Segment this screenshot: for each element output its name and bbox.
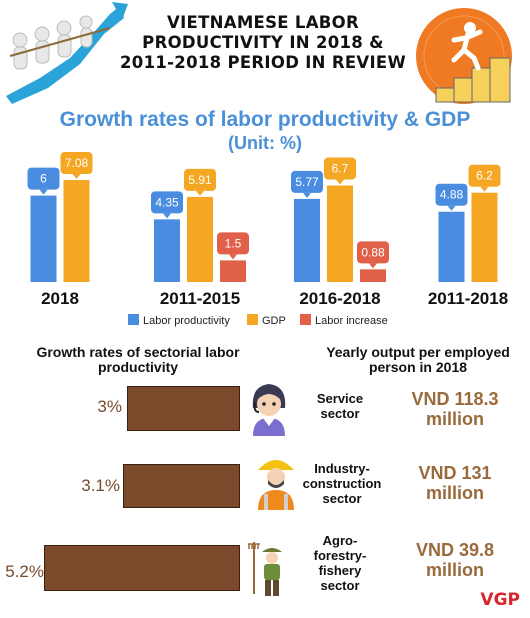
category-label-1: 2011-2015 — [160, 289, 240, 308]
service-worker-icon — [252, 384, 286, 436]
bar-labor-productivity-0 — [30, 195, 57, 282]
data-label-box-labor-productivity-1 — [151, 191, 183, 214]
data-label-gdp-1: 5.91 — [188, 173, 212, 187]
chart-unit: (Unit: %) — [228, 133, 302, 153]
category-label-3: 2011-2018 — [428, 289, 508, 308]
page-title: VIETNAMESE LABOR PRODUCTIVITY IN 2018 & … — [120, 13, 406, 72]
sector-output-heading: Yearly output per employed person in 201… — [326, 344, 510, 375]
growth-rates-bar-chart: 6 7.08 2018 4.35 5.91 1.5 2011-2015 5.77 6.7 0.88… — [27, 152, 508, 327]
bar-gdp-1 — [187, 196, 213, 282]
agro-sector-name: Agro-forestry-fishery sector — [313, 533, 367, 593]
data-label-pointer-labor-productivity-3 — [447, 205, 456, 211]
data-label-box-labor-increase-1 — [217, 232, 249, 255]
legend-swatch-labor-increase — [300, 314, 311, 325]
data-label-pointer-gdp-1 — [196, 190, 204, 196]
chart-title: Growth rates of labor productivity & GDP — [59, 108, 471, 131]
bar-labor-productivity-3 — [438, 211, 465, 282]
legend-label-gdp: GDP — [262, 315, 286, 327]
data-label-pointer-labor-increase-1 — [229, 254, 237, 260]
data-label-pointer-gdp-2 — [336, 179, 344, 185]
vgp-logo: VGP — [480, 590, 520, 610]
farmer-icon — [248, 542, 282, 596]
industry-sector-name: Industry-construction sector — [302, 461, 382, 506]
agro-growth-bar — [44, 545, 240, 591]
data-label-gdp-2: 6.7 — [332, 162, 349, 176]
service-sector-name: Service sector — [316, 391, 364, 421]
agro-output-value: VND 39.8 million — [415, 540, 495, 580]
data-label-box-gdp-0 — [60, 152, 93, 175]
data-label-labor-productivity-2: 5.77 — [295, 175, 319, 189]
data-label-box-gdp-2 — [324, 157, 356, 180]
service-growth-bar — [127, 386, 240, 431]
bar-labor-productivity-2 — [294, 198, 320, 282]
data-label-pointer-labor-productivity-2 — [303, 192, 311, 198]
data-label-pointer-labor-increase-2 — [369, 263, 377, 269]
runner-stairs-illustration — [416, 8, 512, 104]
service-growth-label: 3% — [97, 397, 122, 416]
data-label-labor-increase-1: 1.5 — [225, 236, 242, 250]
bar-gdp-3 — [471, 192, 498, 282]
data-label-gdp-0: 7.08 — [65, 156, 89, 170]
category-label-2: 2016-2018 — [299, 289, 380, 308]
bar-labor-productivity-1 — [154, 219, 180, 282]
data-label-labor-increase-2: 0.88 — [361, 245, 385, 259]
data-label-box-gdp-1 — [184, 168, 216, 191]
data-label-labor-productivity-3: 4.88 — [440, 188, 464, 202]
bar-labor-increase-1 — [220, 260, 246, 282]
legend-label-labor-increase: Labor increase — [315, 315, 388, 327]
data-label-box-labor-increase-2 — [357, 241, 389, 264]
data-label-pointer-labor-productivity-0 — [39, 189, 48, 195]
bar-gdp-0 — [63, 180, 90, 282]
tug-of-war-illustration — [0, 0, 132, 104]
legend-swatch-gdp — [247, 314, 258, 325]
agro-growth-label: 5.2% — [5, 562, 44, 581]
data-label-labor-productivity-1: 4.35 — [155, 195, 179, 209]
industry-output-value: VND 131 million — [418, 463, 492, 503]
data-label-box-labor-productivity-2 — [291, 170, 323, 193]
industry-growth-bar — [123, 464, 240, 508]
data-label-box-labor-productivity-3 — [435, 183, 468, 206]
data-label-pointer-labor-productivity-1 — [163, 213, 171, 219]
data-label-box-labor-productivity-0 — [27, 167, 60, 190]
legend-swatch-labor-productivity — [128, 314, 139, 325]
industry-growth-label: 3.1% — [81, 476, 120, 495]
data-label-gdp-3: 6.2 — [476, 169, 493, 183]
bar-labor-increase-2 — [360, 269, 386, 282]
sector-growth-heading: Growth rates of sectorial labor producti… — [36, 344, 240, 375]
construction-worker-icon — [258, 460, 294, 510]
data-label-pointer-gdp-3 — [480, 186, 489, 192]
category-label-0: 2018 — [41, 289, 79, 308]
data-label-box-gdp-3 — [468, 164, 501, 187]
legend-label-labor-productivity: Labor productivity — [143, 315, 230, 327]
service-output-value: VND 118.3 million — [411, 389, 499, 429]
data-label-labor-productivity-0: 6 — [40, 172, 47, 186]
bar-gdp-2 — [327, 185, 353, 282]
data-label-pointer-gdp-0 — [72, 174, 81, 180]
